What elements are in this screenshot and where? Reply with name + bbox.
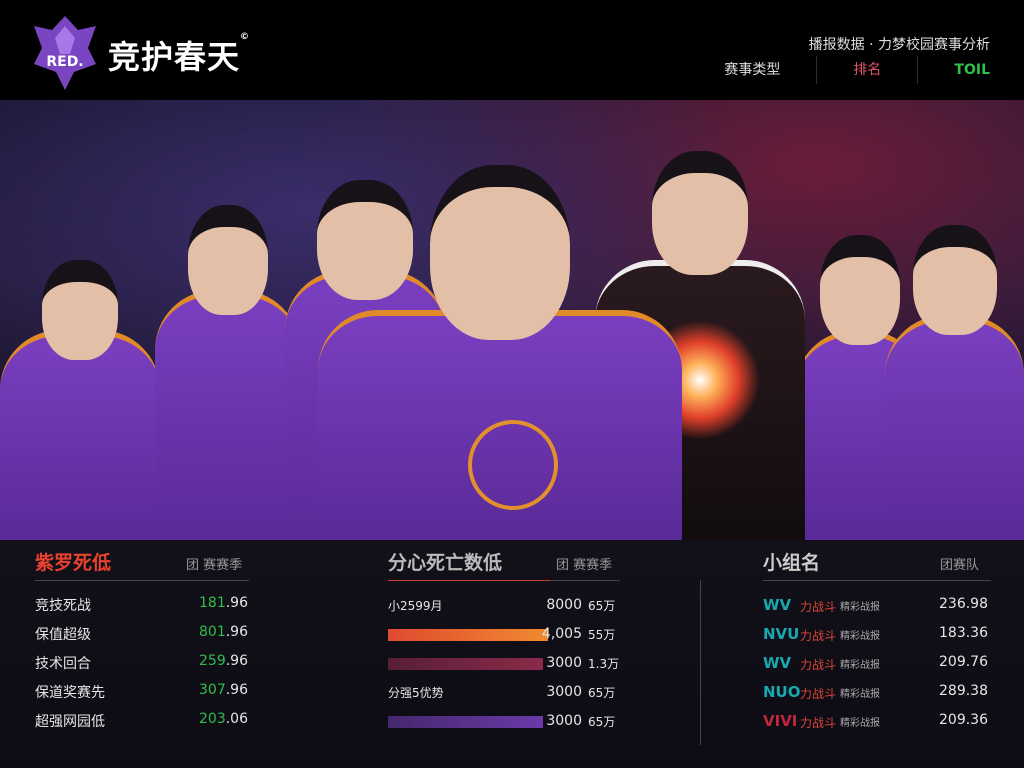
team-desc-extra: 精彩战报 — [840, 602, 880, 613]
team-logo-icon[interactable]: RED. — [30, 14, 100, 92]
brand-title: 竞护春天© — [108, 32, 250, 78]
team-score: 183.36 — [939, 625, 988, 641]
header: RED. 竞护春天© 播报数据 · 力梦校园赛事分析 赛事类型 排名 TOIL — [0, 0, 1024, 100]
team-photo — [0, 100, 1024, 540]
team-desc-extra: 精彩战报 — [840, 660, 880, 671]
stat-label: 超强网园低 — [35, 714, 105, 730]
team-name[interactable]: WV — [763, 654, 792, 672]
panel-separator — [700, 580, 701, 745]
nav-item-ranking[interactable]: 排名 — [816, 56, 917, 84]
stat-value: 203.06 — [170, 711, 248, 727]
stat-value-main: 259 — [199, 653, 226, 669]
panel-right-title: 小组名 — [763, 552, 821, 574]
tagline: 播报数据 · 力梦校园赛事分析 — [808, 37, 990, 53]
panel-middle-subtitle: 团 赛赛季 — [556, 558, 613, 573]
stat-label: 技术回合 — [35, 656, 91, 672]
panel-left-subtitle: 团 赛赛季 — [186, 558, 243, 573]
jersey-emblem-icon — [468, 420, 558, 510]
stat-value-decimal: .96 — [225, 653, 248, 669]
stat-value: 259.96 — [170, 653, 248, 669]
team-desc: 力战斗 — [800, 716, 837, 730]
panel-left-title: 紫罗死低 — [35, 552, 112, 574]
metric-unit: 1.3万 — [588, 657, 620, 671]
team-desc: 力战斗 — [800, 658, 837, 672]
metric-value: 8000 — [546, 597, 582, 613]
metric-value: 3000 — [546, 684, 582, 700]
nav-item-toil[interactable]: TOIL — [917, 56, 990, 84]
metric-unit: 65万 — [588, 686, 616, 700]
divider — [763, 580, 991, 581]
team-score: 209.36 — [939, 712, 988, 728]
team-score: 289.38 — [939, 683, 988, 699]
stats-section: 紫罗死低 团 赛赛季 竞技死战 181.96 保值超级 801.96 技术回合 259.9… — [0, 540, 1024, 768]
metric-bar — [388, 658, 544, 670]
metric-bar — [388, 716, 544, 728]
stat-value-decimal: .96 — [225, 595, 248, 611]
metric-value: 4,005 — [541, 626, 582, 642]
nav-item-type[interactable]: 赛事类型 — [724, 62, 781, 78]
metric-label: 分强5优势 — [388, 686, 444, 700]
metric-unit: 65万 — [588, 599, 616, 613]
stat-value-main: 307 — [199, 682, 226, 698]
team-desc: 力战斗 — [800, 687, 837, 701]
logo-text: RED. — [46, 54, 83, 70]
brand-name: 竞护春天 — [108, 38, 241, 76]
player-7 — [885, 210, 1024, 540]
panel-right-subtitle: 团赛队 — [940, 558, 980, 573]
metric-value: 3000 — [546, 655, 582, 671]
stat-value: 307.96 — [170, 682, 248, 698]
team-desc: 力战斗 — [800, 629, 837, 643]
team-desc-extra: 精彩战报 — [840, 689, 880, 700]
stat-label: 保道奖赛先 — [35, 685, 105, 701]
player-4-center — [318, 120, 682, 540]
metric-bar — [388, 629, 548, 641]
stat-label: 竞技死战 — [35, 598, 91, 614]
player-2 — [155, 205, 300, 540]
stat-label: 保值超级 — [35, 627, 91, 643]
divider — [35, 580, 249, 581]
divider — [388, 580, 620, 581]
stat-value-decimal: .06 — [225, 711, 248, 727]
team-name[interactable]: NVU — [763, 625, 800, 643]
team-name[interactable]: NUO — [763, 683, 801, 701]
player-1 — [0, 260, 160, 540]
panel-middle-title: 分心死亡数低 — [388, 552, 503, 574]
metric-label: 小2599月 — [388, 599, 443, 613]
metric-unit: 55万 — [588, 628, 616, 642]
stat-value: 181.96 — [170, 595, 248, 611]
stat-value-decimal: .96 — [225, 682, 248, 698]
stat-value-main: 203 — [199, 711, 226, 727]
stat-value: 801.96 — [170, 624, 248, 640]
team-name[interactable]: WV — [763, 596, 792, 614]
header-nav: 赛事类型 排名 TOIL — [724, 56, 990, 84]
stat-value-main: 181 — [199, 595, 226, 611]
metric-unit: 65万 — [588, 715, 616, 729]
stat-value-main: 801 — [199, 624, 226, 640]
stat-value-decimal: .96 — [225, 624, 248, 640]
team-desc-extra: 精彩战报 — [840, 631, 880, 642]
team-desc-extra: 精彩战报 — [840, 718, 880, 729]
metric-value: 3000 — [546, 713, 582, 729]
team-name[interactable]: VIVI — [763, 712, 798, 730]
team-desc: 力战斗 — [800, 600, 837, 614]
team-score: 209.76 — [939, 654, 988, 670]
brand-mark: © — [240, 32, 251, 42]
team-score: 236.98 — [939, 596, 988, 612]
